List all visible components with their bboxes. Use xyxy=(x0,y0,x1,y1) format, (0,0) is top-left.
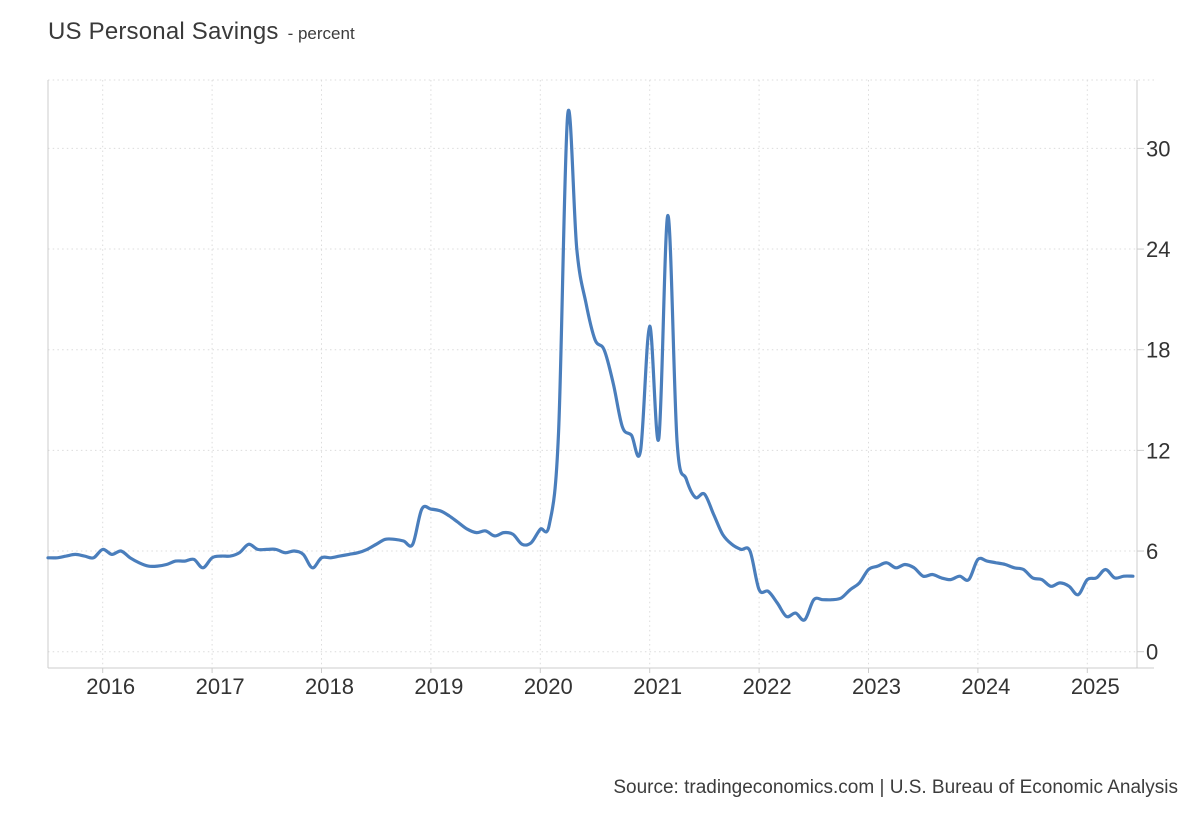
x-tick-label: 2018 xyxy=(305,674,354,699)
series-line-personal-savings[interactable] xyxy=(46,109,1135,622)
y-tick-label: 0 xyxy=(1146,640,1158,665)
chart-subtitle: - percent xyxy=(287,24,355,43)
y-tick-label: 6 xyxy=(1146,539,1158,564)
x-tick-label: 2025 xyxy=(1071,674,1120,699)
x-tick-label: 2016 xyxy=(86,674,135,699)
x-tick-label: 2022 xyxy=(743,674,792,699)
source-attribution: Source: tradingeconomics.com | U.S. Bure… xyxy=(613,777,1178,798)
x-tick-label: 2024 xyxy=(961,674,1010,699)
y-tick-label: 24 xyxy=(1146,237,1170,262)
y-tick-label: 30 xyxy=(1146,136,1170,161)
y-tick-label: 12 xyxy=(1146,438,1170,463)
x-tick-label: 2023 xyxy=(852,674,901,699)
chart-header: US Personal Savings - percent xyxy=(48,18,355,46)
x-tick-label: 2020 xyxy=(524,674,573,699)
x-tick-label: 2019 xyxy=(414,674,463,699)
x-tick-label: 2017 xyxy=(196,674,245,699)
x-tick-label: 2021 xyxy=(633,674,682,699)
chart-title: US Personal Savings xyxy=(48,18,279,45)
y-tick-label: 18 xyxy=(1146,338,1170,363)
